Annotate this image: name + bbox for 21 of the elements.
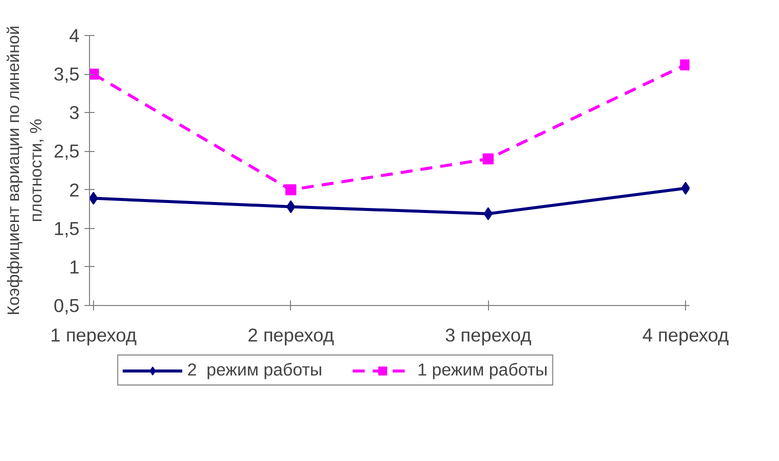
point [286,200,296,214]
legend-label: 1 режим работы [417,360,548,380]
point [482,153,494,164]
y-tick-label: 1,5 [54,218,80,239]
y-tick-label: 2 [69,179,80,200]
x-tick-label: 4 переход [642,324,729,346]
point [680,59,690,70]
x-tick-label: 1 переход [50,324,137,346]
y-tick-label: 1 [69,256,80,278]
point [484,207,493,220]
point [90,68,99,80]
y-tick-label: 3,5 [54,64,80,85]
y-tick-label: 4 [69,25,80,46]
x-tick-label: 3 переход [445,324,532,346]
y-tick-label: 0,5 [54,295,80,316]
y-tick-label: 2,5 [54,140,80,162]
legend-label: 2 режим работы [187,360,322,380]
y-tick-label: 3 [69,102,80,124]
point [285,184,296,196]
y-axis-title: Коэффициент вариации по линейной плотности, % [4,26,46,316]
x-tick-label: 2 переход [248,324,334,346]
